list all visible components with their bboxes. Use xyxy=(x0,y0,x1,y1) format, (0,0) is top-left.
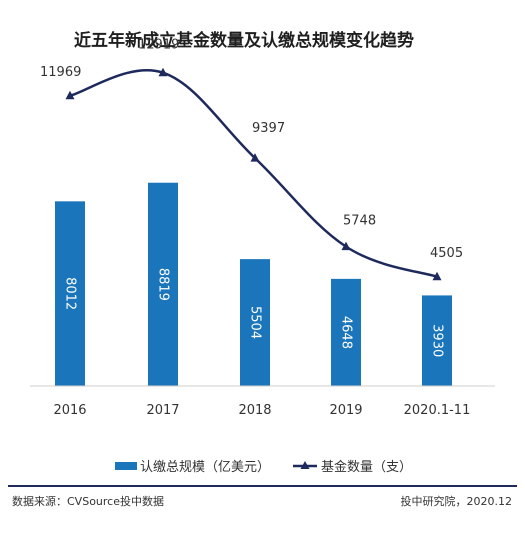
line-marker xyxy=(432,271,442,281)
x-tick-label: 2020.1-11 xyxy=(404,403,471,418)
line-value-label: 12919 xyxy=(138,38,179,53)
fund-count-line xyxy=(69,69,438,278)
line-value-label: 5748 xyxy=(343,214,376,229)
bar-value-label: 5504 xyxy=(248,306,263,339)
legend-line-label: 基金数量（支） xyxy=(321,459,412,475)
x-tick-labels: 2016 2017 2018 2019 2020.1-11 xyxy=(53,403,470,418)
legend-bar-swatch xyxy=(115,462,137,470)
line-marker xyxy=(341,241,351,251)
bar-value-label: 8819 xyxy=(156,268,171,301)
bar-value-label: 4648 xyxy=(339,316,354,349)
line-marker xyxy=(158,67,168,77)
bar-value-label: 8012 xyxy=(63,277,78,310)
line-value-label: 11969 xyxy=(40,65,81,80)
line-value-label: 9397 xyxy=(252,121,285,136)
line-marker xyxy=(65,90,75,100)
line-marker xyxy=(250,153,260,162)
bar-2017 xyxy=(148,182,178,386)
bar-2016 xyxy=(55,201,85,386)
x-tick-label: 2019 xyxy=(329,403,362,418)
x-tick-label: 2017 xyxy=(146,403,179,418)
bars-layer: 8012 8819 5504 4648 3930 xyxy=(55,182,452,386)
line-value-label: 4505 xyxy=(430,246,463,261)
x-tick-label: 2018 xyxy=(238,403,271,418)
legend-bar-label: 认缴总规模（亿美元） xyxy=(140,460,270,475)
bar-2020.1-11 xyxy=(422,295,452,386)
footer-credit: 投中研究院，2020.12 xyxy=(401,494,513,508)
footer-source: 数据来源：CVSource投中数据 xyxy=(12,494,164,508)
bar-value-label: 3930 xyxy=(430,324,445,357)
legend-line-marker xyxy=(300,461,310,469)
x-tick-label: 2016 xyxy=(53,403,86,418)
bar-2019 xyxy=(331,278,361,386)
bar-2018 xyxy=(240,259,270,386)
legend: 认缴总规模（亿美元） 基金数量（支） xyxy=(115,459,412,475)
line-layer: 11969 12919 9397 5748 4505 xyxy=(40,38,463,281)
chart-title: 近五年新成立基金数量及认缴总规模变化趋势 xyxy=(74,30,414,51)
